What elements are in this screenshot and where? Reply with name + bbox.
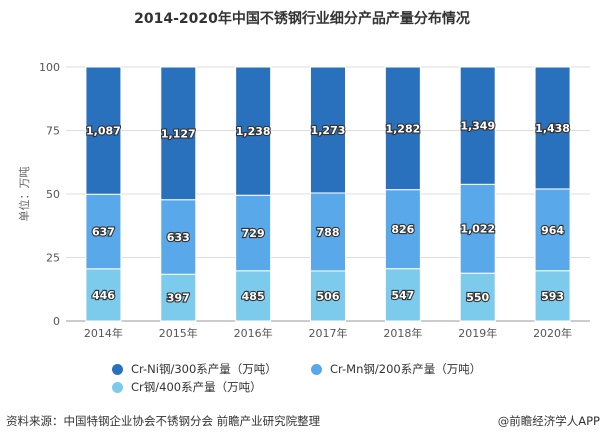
data-label: 633 [167, 231, 190, 244]
bar-segment [384, 66, 421, 191]
data-label: 788 [317, 226, 340, 239]
bar-segment [310, 66, 346, 194]
data-label: 826 [391, 223, 414, 236]
data-label: 1,022 [460, 223, 495, 236]
x-tick-label: 2015年 [159, 326, 198, 340]
data-label: 593 [541, 290, 564, 303]
bar-segment [160, 273, 197, 322]
data-label: 964 [541, 224, 564, 237]
x-tick-label: 2017年 [309, 326, 348, 340]
data-label: 1,127 [161, 127, 196, 140]
stacked-bar-chart: 0 25 50 75 100 单位：万吨 446 637 1,087 2014年 397 633 1,1… [17, 61, 590, 340]
bar-segment [384, 268, 421, 322]
legend-item-cr[interactable]: Cr钢/400系产量（万吨） [112, 379, 262, 395]
data-label: 485 [242, 290, 265, 303]
x-tick-label: 2016年 [234, 326, 273, 340]
data-label: 1,282 [385, 122, 420, 135]
bar-segment [534, 188, 571, 272]
data-label: 1,238 [236, 125, 271, 138]
legend-marker-icon [311, 363, 322, 375]
x-tick-label: 2020年 [533, 326, 572, 340]
bar-segment [160, 66, 197, 201]
data-label: 550 [466, 291, 489, 304]
bar-segment [85, 66, 122, 195]
y-tick-label: 75 [46, 125, 60, 138]
x-tick-label: 2014年 [84, 326, 123, 340]
legend-label: Cr-Mn钢/200系产量（万吨） [330, 362, 482, 376]
legend-marker-icon [112, 381, 123, 393]
y-tick-label: 25 [46, 252, 60, 265]
data-label: 1,087 [86, 125, 121, 138]
data-label: 506 [317, 290, 340, 303]
data-label: 637 [92, 226, 115, 239]
bar-segment [384, 189, 421, 270]
data-label: 397 [167, 292, 190, 305]
legend-item-cr-mn[interactable]: Cr-Mn钢/200系产量（万吨） [311, 361, 481, 377]
data-label: 1,273 [311, 124, 346, 137]
y-axis-label: 单位：万吨 [17, 167, 31, 222]
bar-segment [459, 183, 496, 274]
bar-segment [85, 193, 122, 270]
y-tick-label: 0 [53, 315, 60, 328]
bar-segment [534, 270, 571, 322]
y-tick-label: 100 [39, 61, 60, 74]
data-label: 1,349 [460, 120, 495, 133]
bar-segment [235, 66, 272, 196]
bar-segment [85, 268, 122, 322]
legend-label: Cr钢/400系产量（万吨） [131, 380, 262, 394]
data-label: 729 [242, 227, 265, 240]
legend-item-cr-ni[interactable]: Cr-Ni钢/300系产量（万吨） [112, 361, 277, 377]
bar-segment [310, 192, 346, 272]
data-label: 547 [391, 289, 414, 302]
legend-label: Cr-Ni钢/300系产量（万吨） [131, 362, 277, 376]
x-tick-label: 2019年 [458, 326, 497, 340]
source-note: 资料来源：中国特钢企业协会不锈钢分会 前瞻产业研究院整理 [6, 414, 321, 428]
credit-note: @前瞻经济学人APP [497, 414, 600, 428]
y-tick-label: 50 [46, 188, 60, 201]
bar-segment [534, 66, 571, 190]
bar-segment [160, 199, 197, 275]
data-label: 446 [92, 289, 115, 302]
legend-marker-icon [112, 363, 123, 375]
x-tick-label: 2018年 [383, 326, 422, 340]
data-label: 1,438 [535, 122, 570, 135]
chart-title: 2014-2020年中国不锈钢行业细分产品产量分布情况 [134, 11, 470, 27]
bar-segment [459, 272, 496, 322]
bar-segment [459, 66, 496, 185]
